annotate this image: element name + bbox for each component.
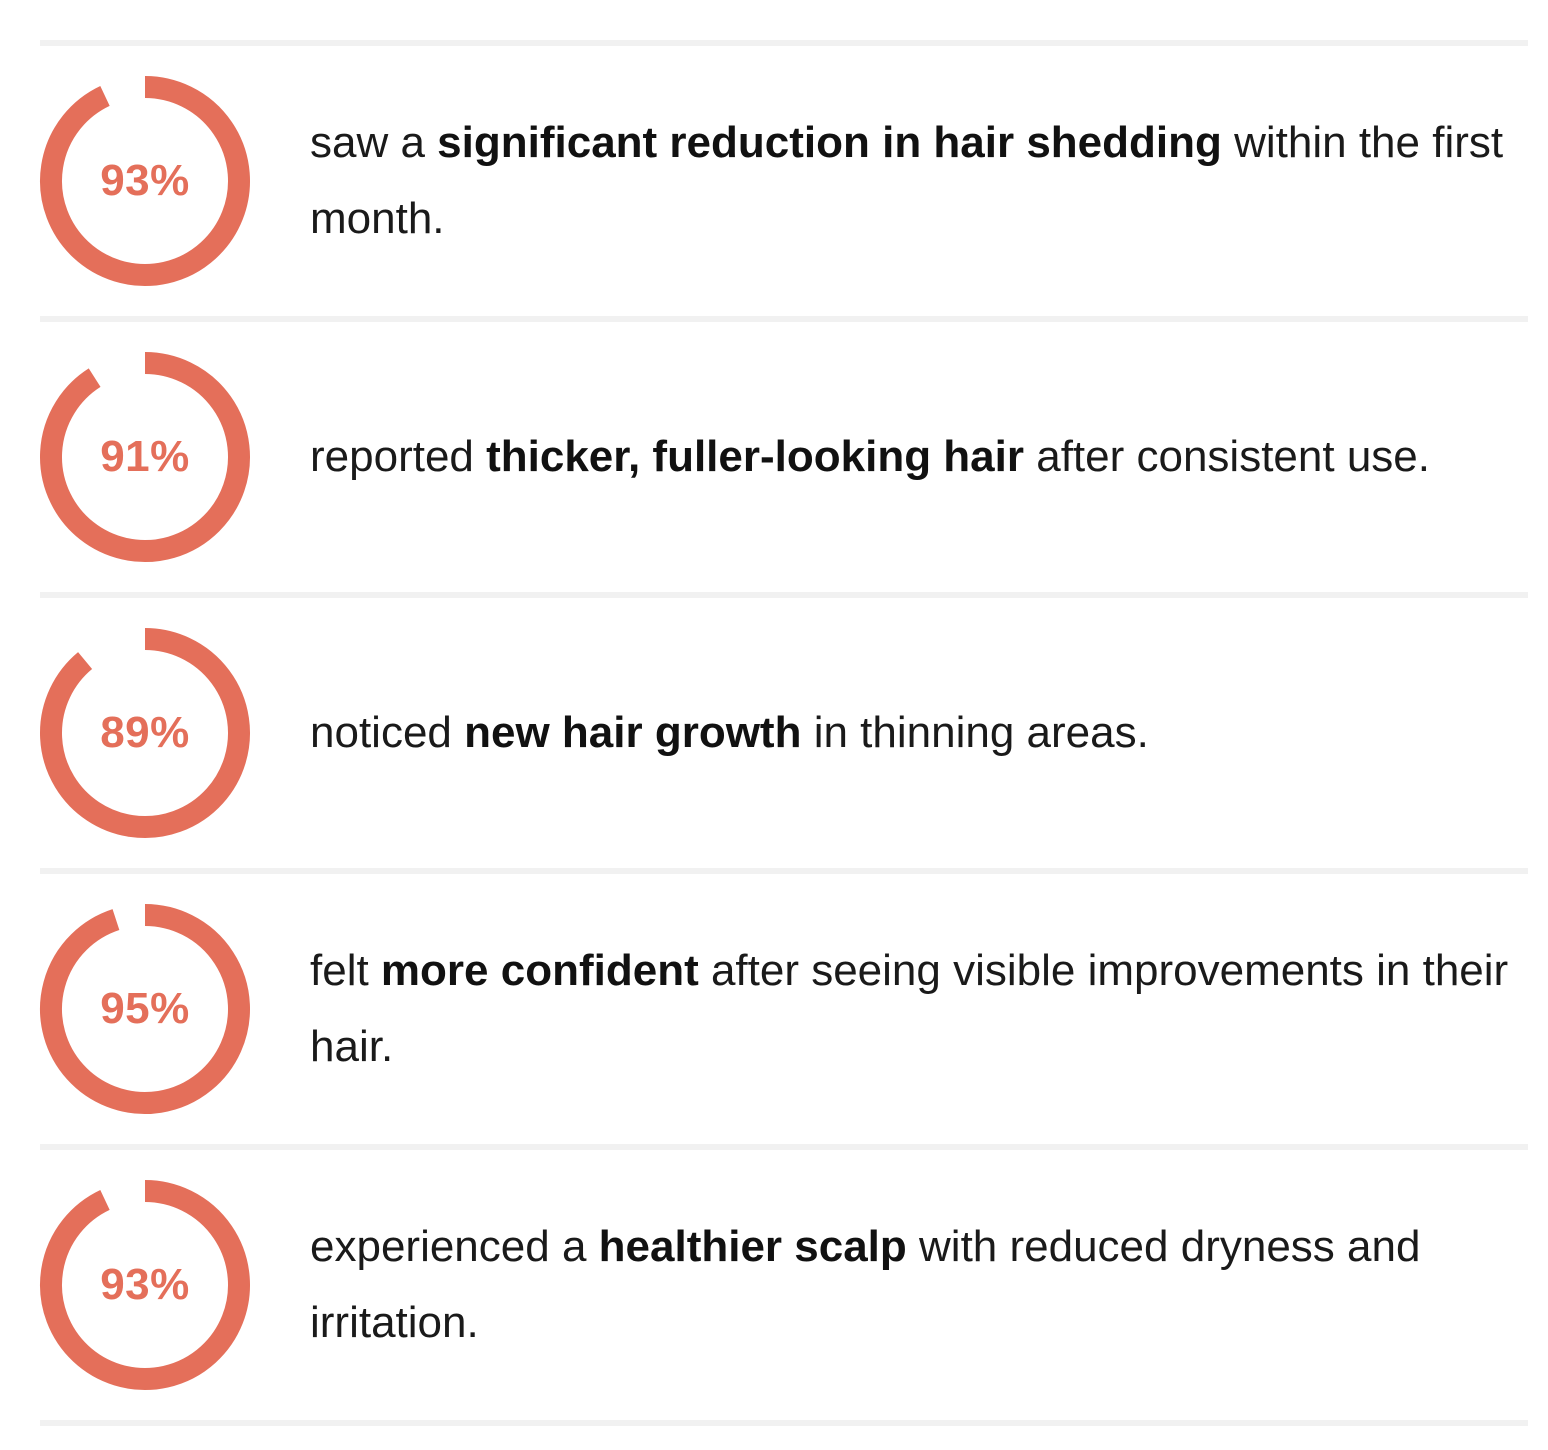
stat-text-bold: thicker, fuller-looking hair — [486, 432, 1024, 481]
stat-row: 93% saw a significant reduction in hair … — [40, 46, 1528, 316]
stat-description: felt more confident after seeing visible… — [310, 933, 1528, 1085]
stat-description: noticed new hair growth in thinning area… — [310, 695, 1528, 771]
progress-arc — [40, 76, 250, 286]
progress-ring-icon — [40, 352, 250, 562]
progress-ring: 93% — [40, 1180, 250, 1390]
stat-row: 95% felt more confident after seeing vis… — [40, 874, 1528, 1144]
progress-arc — [40, 1180, 250, 1390]
stat-description: saw a significant reduction in hair shed… — [310, 105, 1528, 257]
stat-text-bold: significant reduction in hair shedding — [437, 118, 1222, 167]
percent-label: 93% — [100, 1260, 190, 1309]
percent-label: 93% — [100, 156, 190, 205]
divider — [40, 592, 1528, 598]
progress-ring: 89% — [40, 628, 250, 838]
percent-label: 95% — [100, 984, 190, 1033]
stat-text-after: after consistent use. — [1024, 432, 1430, 481]
stat-text-after: with reduced dryness and irritation. — [310, 1222, 1421, 1347]
stats-list: 93% saw a significant reduction in hair … — [40, 40, 1528, 1426]
progress-ring-icon — [40, 904, 250, 1114]
stat-text-before: saw a — [310, 118, 438, 167]
stat-text-after: after seeing visible improvements in the… — [310, 946, 1509, 1071]
stat-description: experienced a healthier scalp with reduc… — [310, 1209, 1528, 1361]
stat-text-bold: more confident — [380, 946, 699, 995]
stat-text-after: within the first month. — [310, 118, 1504, 243]
progress-ring: 95% — [40, 904, 250, 1114]
stat-text-before: noticed — [310, 708, 465, 757]
stat-row: 89% noticed new hair growth in thinning … — [40, 598, 1528, 868]
stat-text-before: reported — [310, 432, 487, 481]
stat-text-before: experienced a — [310, 1222, 599, 1271]
divider — [40, 1144, 1528, 1150]
divider — [40, 316, 1528, 322]
stat-row: 91% reported thicker, fuller-looking hai… — [40, 322, 1528, 592]
progress-arc — [40, 352, 250, 562]
stat-text-bold: new hair growth — [464, 708, 802, 757]
progress-ring-icon — [40, 1180, 250, 1390]
progress-ring: 93% — [40, 76, 250, 286]
stat-text-bold: healthier scalp — [598, 1222, 907, 1271]
progress-ring-icon — [40, 76, 250, 286]
progress-ring-icon — [40, 628, 250, 838]
stat-description: reported thicker, fuller-looking hair af… — [310, 419, 1528, 495]
divider — [40, 40, 1528, 46]
progress-arc — [40, 904, 250, 1114]
divider — [40, 1420, 1528, 1426]
stat-row: 93% experienced a healthier scalp with r… — [40, 1150, 1528, 1420]
progress-ring: 91% — [40, 352, 250, 562]
progress-arc — [40, 628, 250, 838]
divider — [40, 868, 1528, 874]
percent-label: 91% — [100, 432, 190, 481]
stat-text-before: felt — [310, 946, 381, 995]
percent-label: 89% — [100, 708, 190, 757]
stat-text-after: in thinning areas. — [801, 708, 1149, 757]
